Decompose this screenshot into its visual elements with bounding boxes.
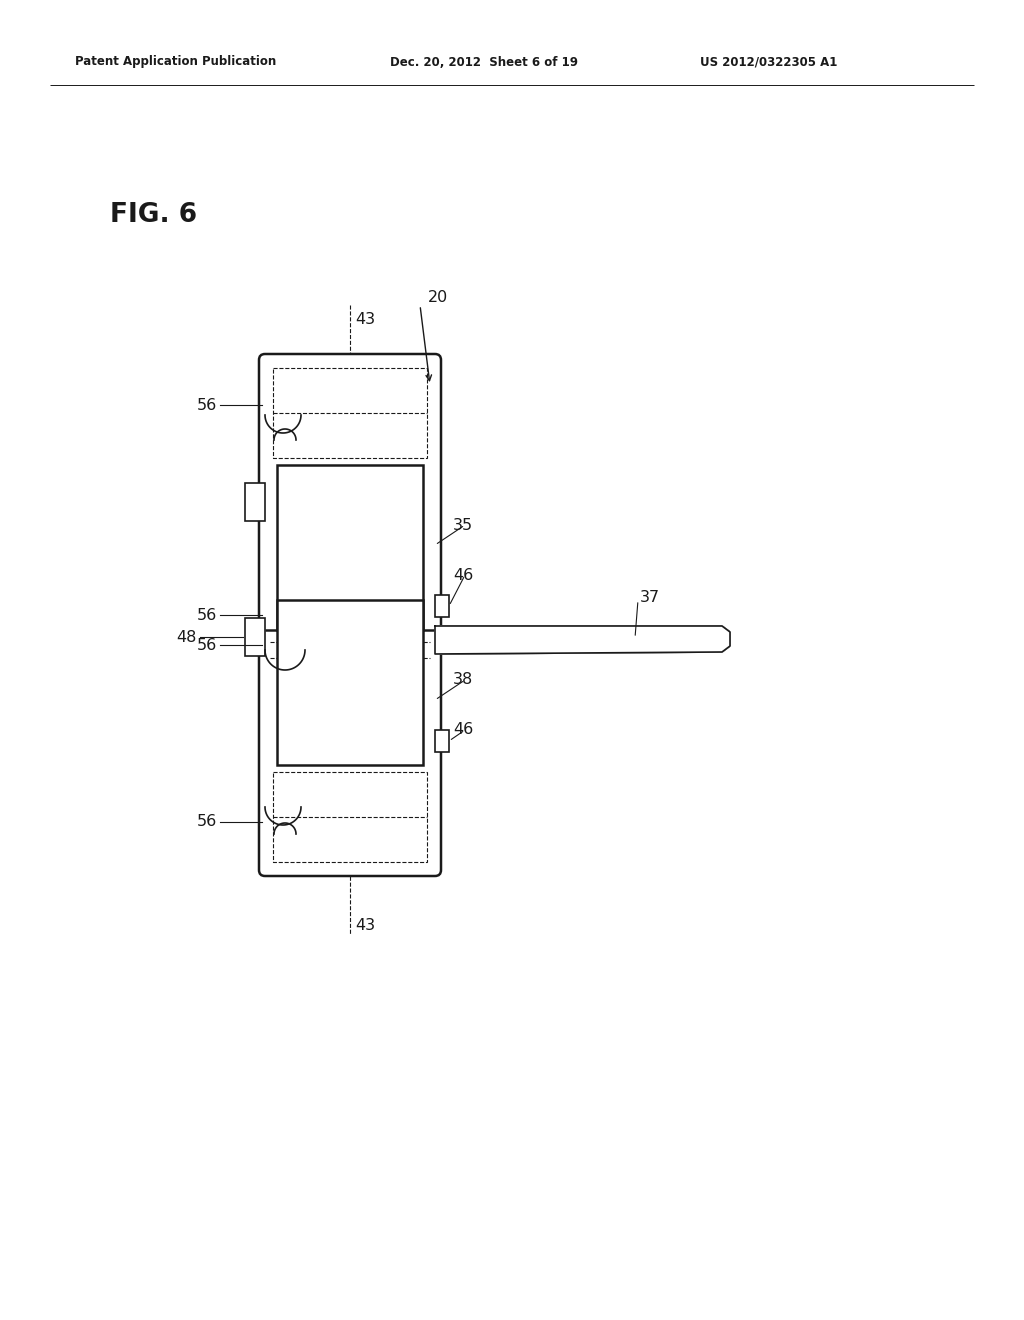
Polygon shape xyxy=(435,730,449,752)
Text: Dec. 20, 2012  Sheet 6 of 19: Dec. 20, 2012 Sheet 6 of 19 xyxy=(390,55,578,69)
Polygon shape xyxy=(245,618,265,656)
Text: Patent Application Publication: Patent Application Publication xyxy=(75,55,276,69)
Text: US 2012/0322305 A1: US 2012/0322305 A1 xyxy=(700,55,838,69)
Text: 46: 46 xyxy=(453,722,473,738)
Text: FIG. 6: FIG. 6 xyxy=(110,202,198,228)
Text: 20: 20 xyxy=(428,290,449,305)
Text: 56: 56 xyxy=(197,814,217,829)
Text: 56: 56 xyxy=(197,607,217,623)
Text: 37: 37 xyxy=(640,590,660,606)
Text: 43: 43 xyxy=(355,917,375,932)
Polygon shape xyxy=(273,368,427,458)
Polygon shape xyxy=(278,465,423,630)
Text: 48: 48 xyxy=(176,630,197,644)
Polygon shape xyxy=(273,772,427,862)
Polygon shape xyxy=(278,601,423,766)
Text: 46: 46 xyxy=(453,568,473,582)
Text: 35: 35 xyxy=(453,517,473,532)
Polygon shape xyxy=(435,626,730,653)
Text: 38: 38 xyxy=(453,672,473,688)
Text: 43: 43 xyxy=(355,313,375,327)
FancyBboxPatch shape xyxy=(259,354,441,876)
Text: 56: 56 xyxy=(197,397,217,412)
Polygon shape xyxy=(245,483,265,521)
Polygon shape xyxy=(435,595,449,616)
Text: 56: 56 xyxy=(197,638,217,652)
